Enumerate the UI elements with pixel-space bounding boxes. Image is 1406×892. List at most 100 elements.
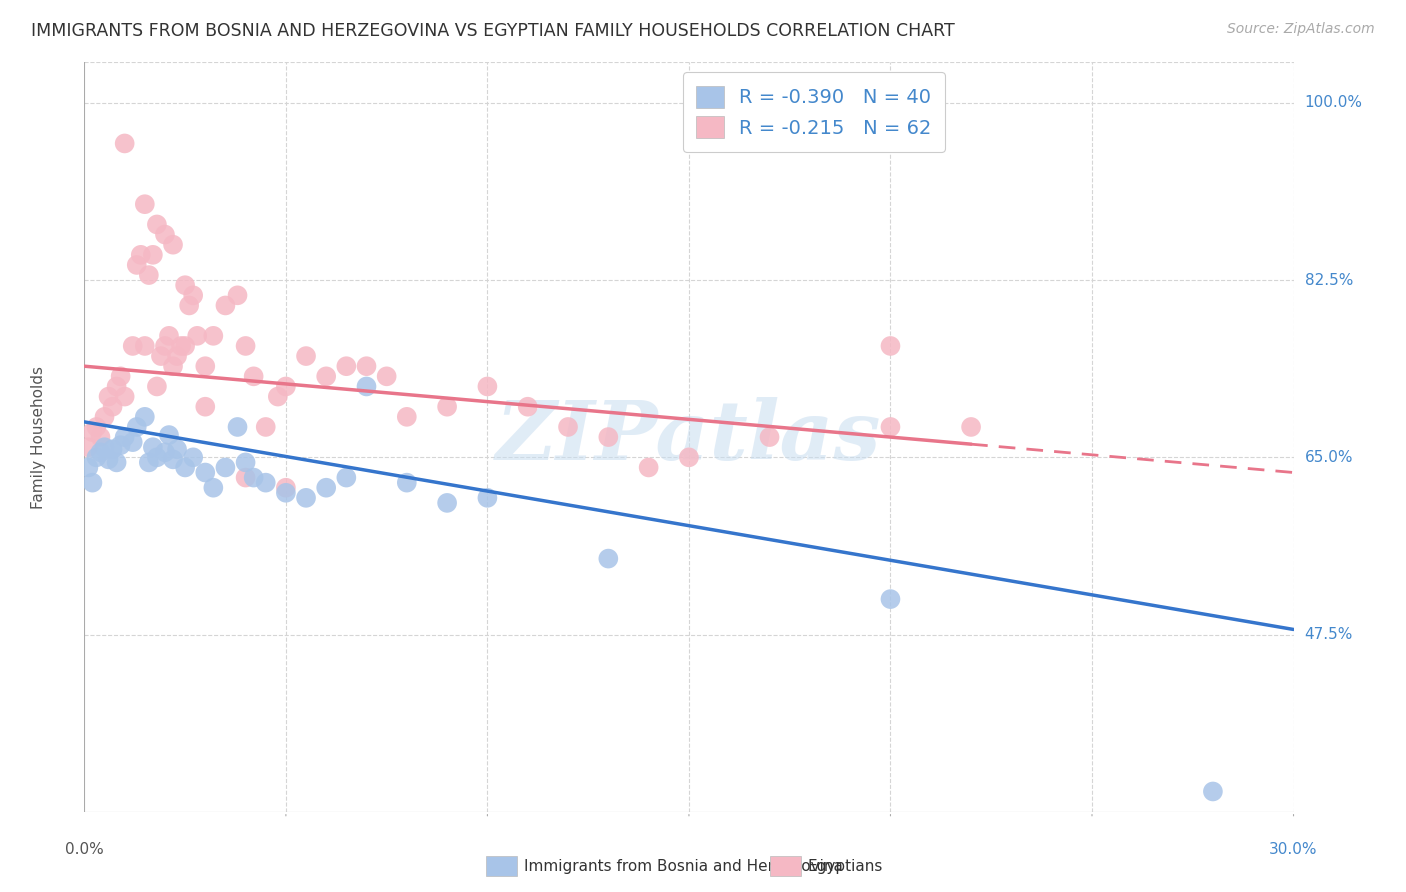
Text: 30.0%: 30.0% (1270, 842, 1317, 857)
Point (242, 470, 264, 484)
Point (356, 379, 378, 393)
Point (82, 475, 104, 490)
Point (77, 440, 100, 454)
Point (138, 455, 160, 469)
Point (101, 400, 124, 414)
Point (101, 442, 124, 457)
Point (477, 491, 499, 505)
Point (235, 455, 257, 469)
Point (879, 592, 901, 607)
Point (97, 452, 120, 467)
Point (134, 409, 156, 424)
Point (146, 218, 169, 232)
Point (125, 420, 148, 434)
Point (235, 470, 257, 484)
Point (242, 369, 264, 384)
Point (315, 369, 337, 384)
Point (142, 248, 165, 262)
Point (134, 197, 156, 211)
Point (214, 298, 236, 312)
Point (598, 430, 620, 444)
Text: Egyptians: Egyptians (807, 859, 883, 873)
Point (121, 435, 143, 450)
Text: 0.0%: 0.0% (65, 842, 104, 857)
Point (516, 400, 538, 414)
Point (226, 420, 249, 434)
Point (162, 237, 184, 252)
Point (153, 445, 176, 459)
Point (295, 349, 318, 363)
Point (226, 288, 249, 302)
Point (879, 339, 901, 353)
Point (202, 481, 225, 495)
Point (114, 136, 136, 151)
Text: Immigrants from Bosnia and Herzegovina: Immigrants from Bosnia and Herzegovina (524, 859, 844, 873)
Point (235, 339, 257, 353)
Point (170, 339, 193, 353)
Point (149, 349, 172, 363)
Point (146, 450, 169, 465)
Point (114, 390, 136, 404)
Point (395, 409, 418, 424)
Point (77, 460, 100, 475)
Point (267, 390, 290, 404)
Point (335, 359, 357, 374)
Point (142, 440, 165, 454)
Point (477, 379, 499, 393)
Point (315, 481, 337, 495)
Point (214, 460, 236, 475)
Point (179, 298, 201, 312)
Point (86, 450, 108, 465)
Point (93, 409, 115, 424)
Point (436, 496, 458, 510)
Point (274, 485, 297, 500)
Point (110, 438, 132, 452)
Legend: R = -0.390   N = 40, R = -0.215   N = 62: R = -0.390 N = 40, R = -0.215 N = 62 (683, 72, 945, 152)
Point (174, 339, 197, 353)
Point (166, 442, 188, 457)
Point (162, 359, 184, 374)
Point (274, 481, 297, 495)
Point (146, 379, 169, 393)
Point (637, 460, 659, 475)
Point (395, 475, 418, 490)
Point (375, 369, 398, 384)
Point (110, 369, 132, 384)
Text: 100.0%: 100.0% (1305, 95, 1362, 111)
Point (125, 258, 148, 272)
Point (598, 551, 620, 566)
Point (86, 420, 108, 434)
Point (436, 400, 458, 414)
Point (138, 268, 160, 282)
Point (295, 491, 318, 505)
Text: IMMIGRANTS FROM BOSNIA AND HERZEGOVINA VS EGYPTIAN FAMILY HOUSEHOLDS CORRELATION: IMMIGRANTS FROM BOSNIA AND HERZEGOVINA V… (31, 22, 955, 40)
Point (194, 466, 217, 480)
Point (105, 379, 128, 393)
Point (121, 339, 143, 353)
Point (157, 428, 180, 442)
Point (254, 475, 277, 490)
Point (254, 420, 277, 434)
Point (758, 430, 780, 444)
Point (82, 425, 104, 439)
Point (181, 288, 204, 302)
Point (93, 440, 115, 454)
Point (157, 328, 180, 343)
Text: 65.0%: 65.0% (1305, 450, 1353, 465)
Point (335, 470, 357, 484)
Point (557, 420, 579, 434)
Point (129, 248, 152, 262)
Text: 47.5%: 47.5% (1305, 627, 1353, 642)
Point (174, 460, 197, 475)
Point (194, 400, 217, 414)
Point (274, 379, 297, 393)
Point (166, 349, 188, 363)
Point (89, 430, 111, 444)
Text: Source: ZipAtlas.com: Source: ZipAtlas.com (1227, 22, 1375, 37)
Point (879, 420, 901, 434)
Point (174, 278, 197, 293)
Point (114, 430, 136, 444)
Point (89, 445, 111, 459)
Text: 82.5%: 82.5% (1305, 273, 1353, 287)
Point (105, 455, 128, 469)
